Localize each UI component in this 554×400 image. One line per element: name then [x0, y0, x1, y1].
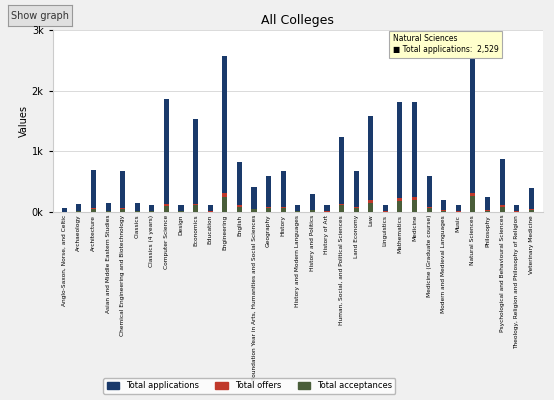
- Bar: [193, 204, 198, 212]
- Bar: [105, 203, 111, 212]
- Bar: [178, 211, 183, 212]
- Bar: [485, 210, 490, 212]
- Bar: [237, 206, 242, 212]
- Bar: [193, 119, 198, 212]
- Text: Natural Sciences
■ Total applications:  2,529: Natural Sciences ■ Total applications: 2…: [393, 34, 499, 58]
- Bar: [266, 208, 271, 212]
- Bar: [295, 211, 300, 212]
- Bar: [514, 205, 519, 212]
- Bar: [456, 211, 461, 212]
- Y-axis label: Values: Values: [19, 105, 29, 137]
- Bar: [135, 202, 140, 212]
- Bar: [383, 211, 388, 212]
- Bar: [485, 210, 490, 212]
- Bar: [397, 201, 402, 212]
- Bar: [500, 206, 505, 212]
- Bar: [105, 211, 111, 212]
- Bar: [149, 211, 155, 212]
- Bar: [135, 211, 140, 212]
- Bar: [485, 197, 490, 212]
- Bar: [456, 205, 461, 212]
- Bar: [76, 211, 81, 212]
- Bar: [237, 205, 242, 212]
- Bar: [441, 210, 447, 212]
- Bar: [339, 205, 344, 212]
- Bar: [383, 205, 388, 212]
- Bar: [397, 102, 402, 212]
- Bar: [412, 200, 417, 212]
- Bar: [105, 211, 111, 212]
- Bar: [470, 58, 475, 212]
- Bar: [368, 116, 373, 212]
- Bar: [252, 186, 257, 212]
- Bar: [178, 205, 183, 212]
- Bar: [208, 205, 213, 212]
- Bar: [120, 171, 125, 212]
- Bar: [61, 208, 67, 212]
- Bar: [76, 211, 81, 212]
- Bar: [120, 208, 125, 212]
- Bar: [310, 210, 315, 212]
- Bar: [529, 209, 534, 212]
- Bar: [237, 162, 242, 212]
- Bar: [310, 194, 315, 212]
- Bar: [222, 197, 227, 212]
- Title: All Colleges: All Colleges: [261, 14, 334, 28]
- Bar: [368, 203, 373, 212]
- Bar: [91, 170, 96, 212]
- Bar: [193, 205, 198, 212]
- Bar: [295, 205, 300, 212]
- Bar: [529, 210, 534, 212]
- Bar: [529, 188, 534, 212]
- Bar: [266, 176, 271, 212]
- Bar: [120, 209, 125, 212]
- Bar: [339, 204, 344, 212]
- Bar: [427, 208, 432, 212]
- Bar: [149, 211, 155, 212]
- Bar: [339, 137, 344, 212]
- Bar: [310, 210, 315, 212]
- Bar: [178, 211, 183, 212]
- Bar: [266, 208, 271, 212]
- Bar: [222, 56, 227, 212]
- Bar: [427, 208, 432, 212]
- Bar: [500, 159, 505, 212]
- Bar: [441, 200, 447, 212]
- Bar: [427, 176, 432, 212]
- Bar: [164, 98, 169, 212]
- Bar: [222, 193, 227, 212]
- Bar: [281, 171, 286, 212]
- Bar: [164, 206, 169, 212]
- Bar: [412, 198, 417, 212]
- Bar: [470, 192, 475, 212]
- Bar: [368, 200, 373, 212]
- Bar: [441, 211, 447, 212]
- Bar: [149, 205, 155, 212]
- Bar: [325, 205, 330, 212]
- Bar: [252, 209, 257, 212]
- Legend: Total applications, Total offers, Total acceptances: Total applications, Total offers, Total …: [103, 378, 396, 394]
- Bar: [281, 207, 286, 212]
- Bar: [470, 196, 475, 212]
- Bar: [208, 211, 213, 212]
- Bar: [76, 204, 81, 212]
- Bar: [252, 209, 257, 212]
- Bar: [295, 211, 300, 212]
- Bar: [353, 208, 358, 212]
- Bar: [353, 171, 358, 212]
- Bar: [397, 198, 402, 212]
- Bar: [514, 211, 519, 212]
- Bar: [353, 207, 358, 212]
- Bar: [164, 204, 169, 212]
- Text: Show graph: Show graph: [11, 10, 69, 20]
- Bar: [281, 208, 286, 212]
- Bar: [325, 211, 330, 212]
- Bar: [91, 208, 96, 212]
- Bar: [412, 102, 417, 212]
- Bar: [135, 211, 140, 212]
- Bar: [91, 209, 96, 212]
- Bar: [500, 205, 505, 212]
